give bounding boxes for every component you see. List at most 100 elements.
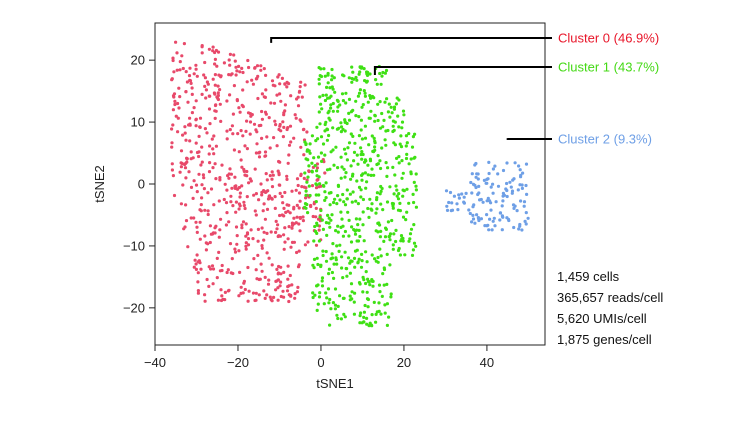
cluster-2-point	[470, 191, 474, 195]
cluster-0-point	[182, 227, 186, 231]
cluster-0-point	[216, 91, 220, 95]
cluster-0-point	[228, 128, 232, 132]
cluster-1-point	[322, 302, 326, 306]
cluster-1-point	[379, 184, 383, 189]
cluster-1-point	[354, 99, 358, 103]
cluster-1-point	[383, 311, 387, 315]
cluster-0-point	[244, 129, 248, 133]
cluster-1-point	[365, 260, 369, 264]
cluster-1-point	[388, 263, 392, 267]
cluster-0-point	[315, 166, 319, 170]
cluster-1-point	[328, 86, 332, 90]
cluster-0-point	[234, 225, 239, 229]
cluster-0-point	[252, 257, 256, 261]
cluster-1-point	[318, 122, 322, 126]
cluster-1-point	[331, 242, 335, 246]
cluster-0-point	[171, 123, 175, 127]
cluster-0-point	[184, 90, 188, 94]
cluster-0-point	[267, 278, 271, 282]
cluster-0-point	[203, 234, 207, 238]
cluster-0-point	[214, 144, 218, 148]
cluster-0-point	[314, 186, 319, 190]
cluster-0-point	[197, 154, 201, 159]
cluster-0-point	[295, 177, 300, 181]
cluster-0-point	[249, 179, 253, 183]
cluster-0-point	[260, 109, 264, 114]
cluster-0-point	[282, 125, 286, 129]
cluster-0-point	[225, 211, 229, 215]
cluster-0-point	[259, 262, 263, 266]
cluster-1-point	[402, 189, 406, 193]
cluster-1-point	[355, 153, 359, 157]
cluster-1-point	[325, 296, 329, 300]
cluster-1-point	[326, 213, 330, 217]
cluster-0-point	[227, 220, 231, 224]
cluster-1-point	[336, 316, 340, 321]
cluster-1-point	[323, 74, 327, 78]
cluster-1-point	[370, 253, 374, 257]
cluster-0-point	[241, 70, 245, 75]
cluster-1-point	[373, 257, 377, 261]
cluster-1-point	[382, 239, 386, 243]
summary-stats: 1,459 cells 365,657 reads/cell 5,620 UMI…	[557, 266, 663, 350]
cluster-0-point	[273, 206, 277, 210]
cluster-1-point	[350, 225, 354, 229]
cluster-0-point	[290, 189, 294, 193]
cluster-1-point	[379, 202, 383, 206]
cluster-1-point	[377, 283, 382, 287]
cluster-0-point	[198, 125, 202, 129]
cluster-0-point	[256, 227, 260, 231]
cluster-0-point	[176, 101, 180, 106]
cluster-1-point	[374, 78, 378, 82]
cluster-2-point	[486, 223, 490, 227]
cluster-0-point	[178, 68, 182, 72]
cluster-0-point	[242, 281, 246, 285]
cluster-2-point	[517, 227, 521, 231]
cluster-0-point	[243, 287, 247, 292]
cluster-0-point	[184, 176, 188, 180]
cluster-1-point	[331, 148, 335, 152]
cluster-0-point	[256, 96, 260, 101]
cluster-1-point	[342, 200, 346, 204]
cluster-0-point	[188, 79, 193, 83]
cluster-2-point	[477, 184, 481, 188]
cluster-1-point	[305, 180, 309, 184]
cluster-1-point	[405, 141, 409, 145]
cluster-0-point	[271, 173, 275, 177]
cluster-0-point	[225, 188, 229, 192]
cluster-2-point	[491, 191, 495, 195]
cluster-1-point	[391, 165, 395, 169]
cluster-0-point	[274, 279, 278, 283]
cluster-2-point	[493, 224, 497, 228]
cluster-0-point	[289, 94, 293, 98]
cluster-0-point	[202, 73, 206, 77]
cluster-0-point	[216, 84, 220, 88]
cluster-0-point	[217, 235, 221, 239]
cluster-1-point	[327, 216, 331, 220]
cluster-0-point	[231, 112, 235, 116]
cluster-0-point	[198, 237, 202, 241]
cluster-0-point	[231, 132, 235, 136]
cluster-0-point	[298, 216, 302, 220]
cluster-2-point	[448, 190, 453, 195]
cluster-1-point	[394, 228, 398, 232]
cluster-1-point	[332, 163, 336, 167]
cluster-0-point	[254, 213, 258, 217]
cluster-2-point	[501, 199, 505, 203]
cluster-0-point	[292, 216, 296, 220]
cluster-0-point	[179, 161, 183, 165]
cluster-0-point	[235, 234, 239, 238]
cluster-0-point	[241, 291, 245, 295]
cluster-1-point	[337, 249, 341, 253]
cluster-2-point	[473, 183, 477, 187]
cluster-0-point	[217, 250, 221, 254]
cluster-0-point	[302, 176, 306, 180]
cluster-1-point	[325, 168, 330, 172]
cluster-0-point	[208, 240, 212, 245]
cluster-2-point	[445, 204, 449, 208]
cluster-1-point	[385, 174, 389, 178]
cluster-2-point	[498, 211, 503, 215]
cluster-1-point	[353, 291, 357, 295]
cluster-1-point	[333, 307, 337, 311]
cluster-1-point	[397, 192, 401, 196]
